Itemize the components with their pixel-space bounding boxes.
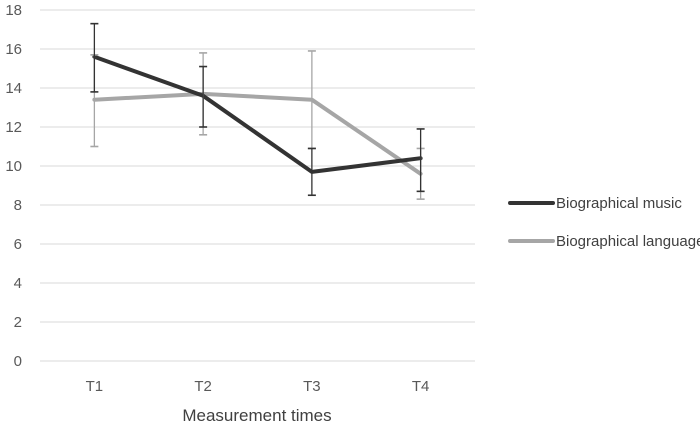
legend-item: Biographical music — [508, 195, 682, 212]
x-tick-label: T4 — [412, 378, 430, 395]
error-bar — [416, 128, 425, 193]
x-axis-ticks: T1 T2 T3 T4 — [86, 378, 430, 395]
y-tick-label: 2 — [14, 314, 22, 331]
legend-item: Biographical language — [508, 233, 700, 250]
y-tick-label: 10 — [5, 158, 22, 175]
y-tick-label: 12 — [5, 119, 22, 136]
y-tick-label: 8 — [14, 197, 22, 214]
y-tick-label: 18 — [5, 2, 22, 19]
y-axis-ticks: 0 2 4 6 8 10 12 14 16 18 — [5, 2, 22, 370]
x-tick-label: T2 — [194, 378, 212, 395]
x-tick-label: T3 — [303, 378, 321, 395]
series-line — [92, 91, 423, 176]
error-bar — [199, 65, 208, 128]
y-tick-label: 6 — [14, 236, 22, 253]
series-line — [92, 54, 423, 174]
x-tick-label: T1 — [86, 378, 104, 395]
error-bar — [307, 147, 316, 197]
y-tick-label: 4 — [14, 275, 22, 292]
gridlines — [40, 9, 475, 362]
y-tick-label: 14 — [5, 80, 22, 97]
error-bar — [90, 22, 99, 93]
y-tick-label: 16 — [5, 41, 22, 58]
series-lines — [92, 54, 423, 176]
legend: Biographical music Biographical language — [508, 195, 700, 250]
x-axis-title: Measurement times — [182, 406, 331, 425]
legend-label: Biographical music — [556, 195, 682, 212]
error-bars — [90, 22, 425, 200]
legend-label: Biographical language — [556, 233, 700, 250]
y-tick-label: 0 — [14, 353, 22, 370]
